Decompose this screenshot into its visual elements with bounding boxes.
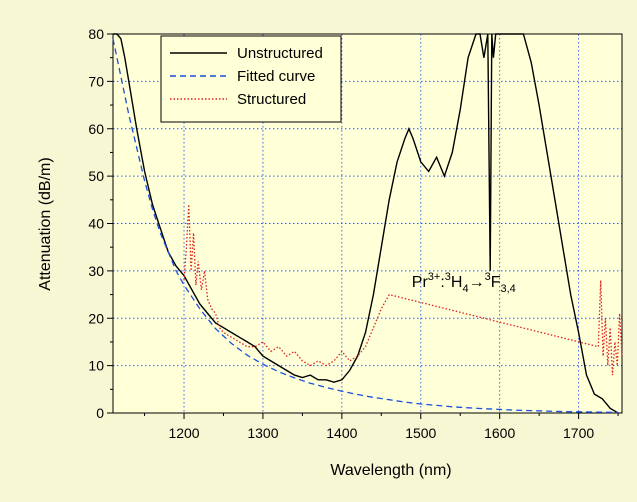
annotation-part: Pr [412,274,429,291]
axes: 1200 1300 1400 1500 1600 1700 0 10 20 30 40 50 60 70 8… [88,26,623,441]
x-tick-label: 1500 [405,425,436,441]
legend-label: Unstructured [237,45,323,62]
annotation-part: 3,4 [501,283,516,295]
y-tick-label: 0 [96,405,104,421]
y-tick-label: 60 [88,121,104,137]
y-axis-label: Attenuation (dB/m) [37,157,54,290]
annotation-part: : [440,274,444,291]
y-tick-label: 50 [88,168,104,184]
y-tick-label: 10 [88,358,104,374]
series-line-structured [183,204,623,376]
y-tick-label: 20 [88,310,104,326]
legend-label: Fitted curve [237,68,315,85]
annotation-part: 3 [445,271,451,283]
annotation-part: → [469,274,485,291]
annotation-part: 4 [462,283,468,295]
annotation-part: 3 [485,271,491,283]
series-layer [112,33,623,414]
x-tick-label: 1300 [247,425,278,441]
series-line-fitted-curve [112,38,619,414]
annotation-part: 3+ [428,271,441,283]
annotation-part: F [491,274,501,291]
y-tick-label: 40 [88,216,104,232]
chart-annotation: Pr3+:3H4→3F3,4 [412,271,516,295]
y-tick-label: 70 [88,73,104,89]
x-tick-label: 1600 [484,425,515,441]
y-tick-label: 30 [88,263,104,279]
annotation-part: H [451,274,463,291]
x-tick-label: 1700 [563,425,594,441]
x-axis-label: Wavelength (nm) [330,462,451,479]
legend-label: Structured [237,91,306,108]
x-tick-label: 1400 [326,425,357,441]
x-tick-label: 1200 [168,425,199,441]
legend: Unstructured Fitted curve Structured [160,35,342,123]
legend-box [160,35,342,123]
y-tick-label: 80 [88,26,104,42]
series-line-unstructured [113,33,619,414]
